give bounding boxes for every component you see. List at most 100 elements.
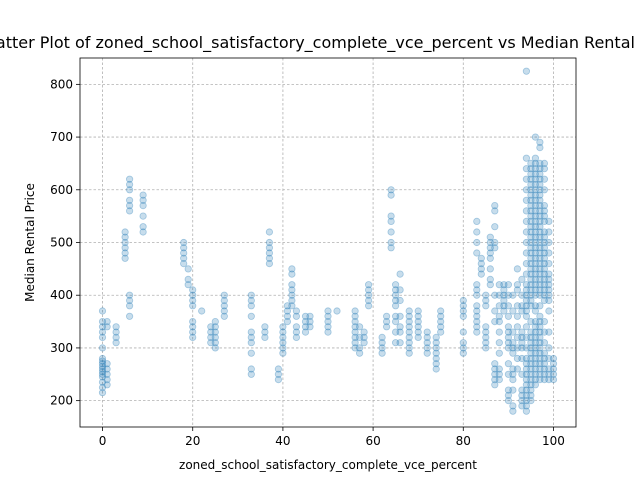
chart-title: Scatter Plot of zoned_school_satisfactor… <box>0 33 640 53</box>
data-point <box>527 344 535 352</box>
data-point <box>495 291 503 299</box>
data-point <box>504 339 512 347</box>
data-point <box>545 375 553 384</box>
data-point <box>527 296 535 305</box>
data-point <box>491 381 499 389</box>
data-point <box>522 291 531 299</box>
data-point <box>274 365 282 373</box>
data-point <box>274 370 282 378</box>
grid <box>80 58 576 427</box>
data-point <box>522 302 531 310</box>
data-point <box>536 254 544 262</box>
data-point <box>405 317 413 326</box>
data-point <box>531 223 540 231</box>
data-point <box>513 286 522 294</box>
data-point <box>396 339 404 347</box>
data-point <box>355 349 364 357</box>
data-point <box>536 281 544 289</box>
data-point <box>387 217 395 225</box>
data-point <box>536 323 544 331</box>
data-point <box>527 238 535 247</box>
data-point <box>527 196 535 204</box>
data-point <box>103 381 111 389</box>
data-point <box>112 323 120 331</box>
data-point <box>518 302 526 310</box>
data-point <box>432 365 440 373</box>
data-point <box>504 360 512 368</box>
data-point <box>540 217 549 225</box>
data-point <box>500 291 508 299</box>
data-point <box>500 286 508 294</box>
data-point <box>184 281 192 289</box>
data-point <box>531 159 540 167</box>
data-point <box>504 391 512 399</box>
data-point <box>98 317 107 326</box>
data-point <box>540 291 549 299</box>
data-point <box>513 265 522 273</box>
data-point <box>180 259 188 268</box>
data-point <box>288 270 296 278</box>
data-point <box>351 333 359 341</box>
y-tick-label: 500 <box>50 236 73 250</box>
data-point <box>473 302 481 310</box>
data-point <box>351 323 359 331</box>
data-point <box>292 323 300 331</box>
data-point <box>518 291 526 299</box>
data-point <box>405 333 413 341</box>
data-point <box>531 281 540 289</box>
data-point <box>518 391 526 399</box>
data-point <box>207 323 215 331</box>
data-point <box>522 407 531 415</box>
data-point <box>536 375 544 384</box>
data-point <box>423 349 431 357</box>
data-point <box>491 291 499 299</box>
data-point <box>531 365 540 373</box>
data-point <box>536 180 544 189</box>
data-point <box>459 302 467 310</box>
data-point <box>527 281 535 289</box>
data-point <box>112 339 120 347</box>
data-point <box>324 323 332 331</box>
data-point <box>513 323 522 331</box>
data-point <box>536 265 544 273</box>
data-point <box>527 302 535 310</box>
data-point <box>279 349 287 357</box>
data-point <box>518 354 526 363</box>
data-point <box>491 375 499 384</box>
data-point <box>292 312 300 320</box>
data-point <box>540 254 549 262</box>
data-point <box>387 238 395 247</box>
data-point <box>126 175 134 183</box>
data-point <box>522 286 531 294</box>
data-point <box>522 259 531 268</box>
y-axis-label: Median Rental Price <box>23 183 37 302</box>
x-tick-label: 40 <box>275 434 290 448</box>
data-point <box>495 317 503 326</box>
data-point <box>527 265 535 273</box>
data-point <box>405 312 413 320</box>
data-point <box>531 375 540 384</box>
y-tick-label: 200 <box>50 394 73 408</box>
data-point <box>513 354 522 363</box>
data-point <box>531 254 540 262</box>
data-point <box>522 67 531 75</box>
data-point <box>103 375 111 384</box>
data-point <box>540 244 549 252</box>
data-point <box>405 339 413 347</box>
data-point <box>396 323 404 331</box>
data-point <box>504 323 512 331</box>
data-point <box>391 296 400 305</box>
data-point <box>549 370 558 378</box>
data-point <box>540 270 549 278</box>
data-point <box>473 312 481 320</box>
data-point <box>536 165 544 173</box>
data-point <box>540 212 549 220</box>
data-point <box>288 286 296 294</box>
data-point <box>504 312 512 320</box>
data-point <box>364 302 373 310</box>
data-point <box>531 265 540 273</box>
data-point <box>306 317 314 326</box>
data-point <box>531 212 540 220</box>
y-tick-label: 800 <box>50 77 73 91</box>
data-point <box>500 296 508 305</box>
